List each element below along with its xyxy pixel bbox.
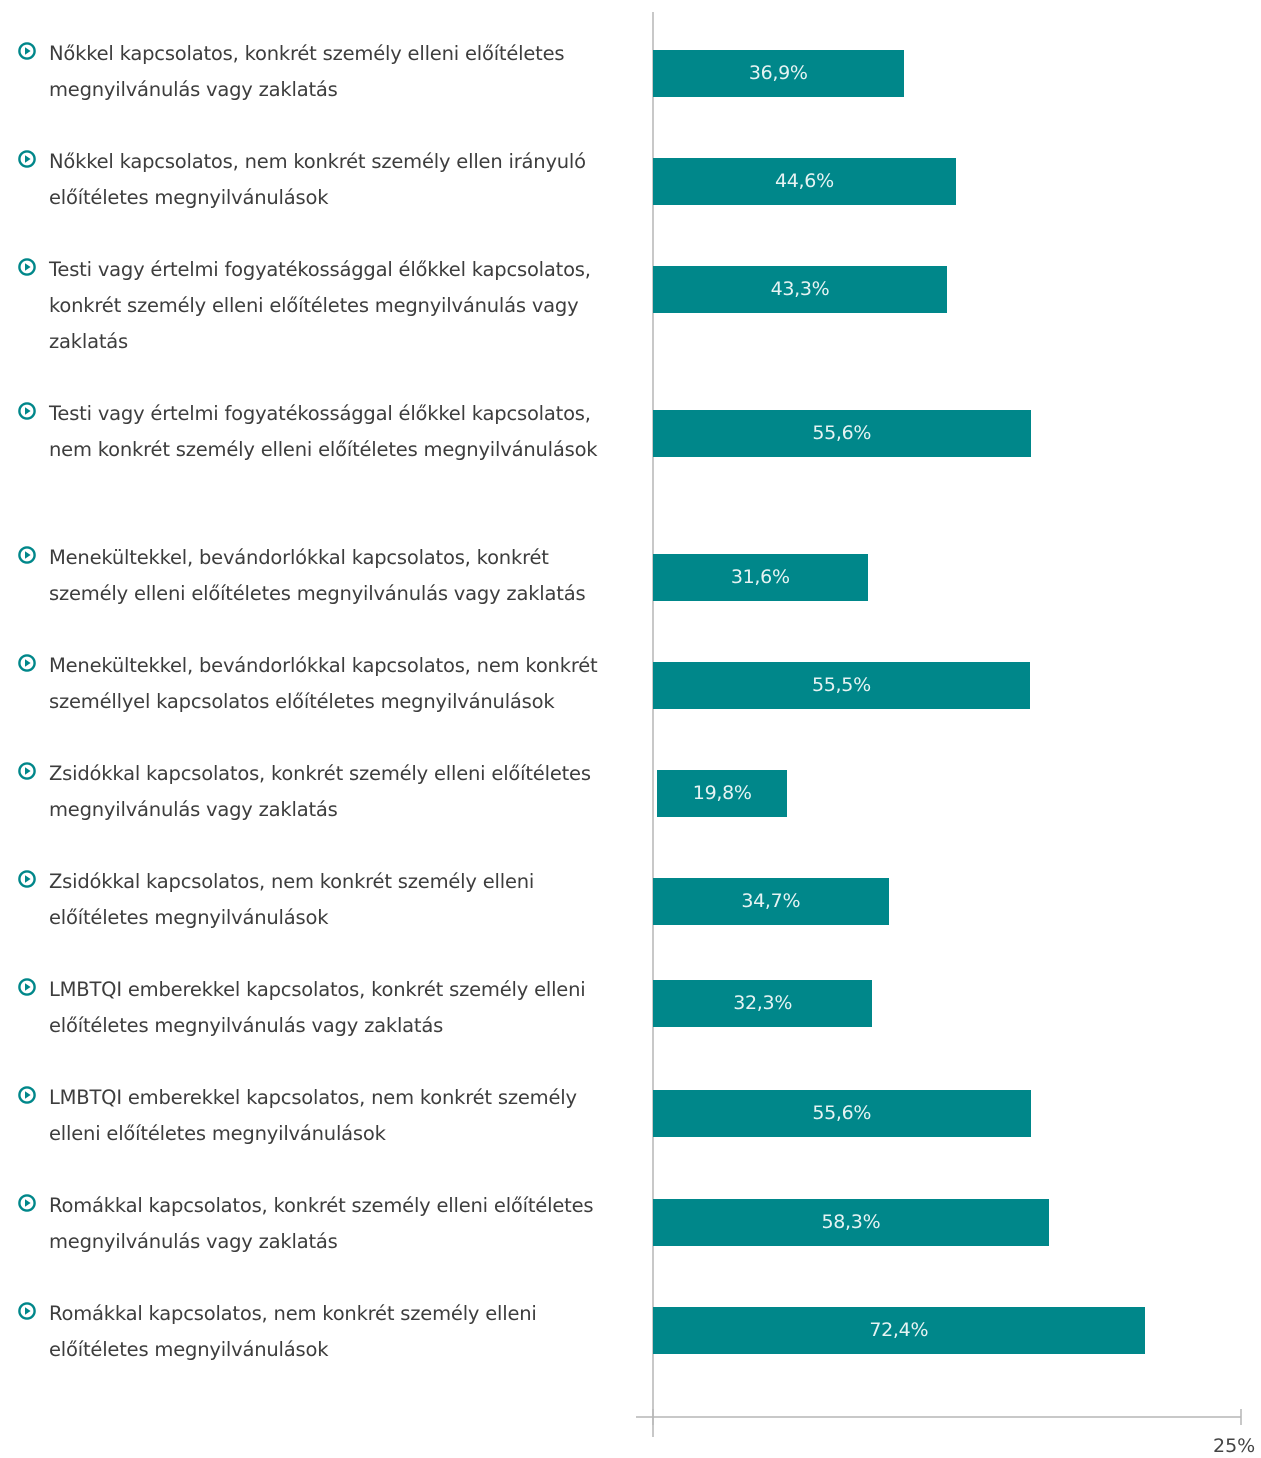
bar-value-label: 43,3% — [770, 278, 830, 300]
category-label-text: Testi vagy értelmi fogyatékossággal élők… — [49, 402, 598, 461]
bar: 72,4% — [653, 1306, 1145, 1354]
category-label-text: LMBTQI emberekkel kapcsolatos, nem konkr… — [49, 1086, 577, 1145]
play-circle-icon — [18, 150, 36, 168]
bar-value-label: 34,7% — [741, 890, 801, 912]
bar-value-label: 58,3% — [821, 1211, 881, 1233]
play-circle-icon — [18, 654, 36, 672]
bar-value-label: 55,6% — [812, 422, 872, 444]
category-label: LMBTQI emberekkel kapcsolatos, konkrét s… — [18, 972, 618, 1044]
category-label: LMBTQI emberekkel kapcsolatos, nem konkr… — [18, 1080, 618, 1152]
play-circle-icon — [18, 546, 36, 564]
category-label: Nőkkel kapcsolatos, konkrét személy elle… — [18, 36, 618, 108]
bar-value-label: 72,4% — [869, 1319, 929, 1341]
bar-value-label: 44,6% — [774, 170, 834, 192]
bar-value-label: 36,9% — [748, 62, 808, 84]
category-label-text: Nőkkel kapcsolatos, konkrét személy elle… — [49, 42, 565, 101]
category-label-text: Testi vagy értelmi fogyatékossággal élők… — [49, 258, 591, 353]
category-label: Menekültekkel, bevándorlókkal kapcsolato… — [18, 648, 618, 720]
category-label-text: LMBTQI emberekkel kapcsolatos, konkrét s… — [49, 978, 586, 1037]
category-label-text: Menekültekkel, bevándorlókkal kapcsolato… — [49, 654, 598, 713]
bar: 31,6% — [653, 553, 868, 601]
category-label-text: Romákkal kapcsolatos, konkrét személy el… — [49, 1194, 594, 1253]
bar: 55,6% — [653, 1089, 1031, 1137]
bar: 32,3% — [653, 979, 873, 1027]
bar-value-label: 31,6% — [730, 566, 790, 588]
play-circle-icon — [18, 1086, 36, 1104]
category-label: Menekültekkel, bevándorlókkal kapcsolato… — [18, 540, 618, 612]
bar: 36,9% — [653, 49, 904, 97]
bar: 44,6% — [653, 157, 956, 205]
bar: 55,5% — [653, 661, 1030, 709]
bar-value-label: 55,5% — [811, 674, 871, 696]
category-label: Romákkal kapcsolatos, nem konkrét személ… — [18, 1296, 618, 1368]
bar: 34,7% — [653, 877, 889, 925]
play-circle-icon — [18, 870, 36, 888]
play-circle-icon — [18, 762, 36, 780]
bar-value-label: 55,6% — [812, 1102, 872, 1124]
x-tick-label: 25% — [1213, 1435, 1256, 1457]
play-circle-icon — [18, 978, 36, 996]
category-label: Nőkkel kapcsolatos, nem konkrét személy … — [18, 144, 618, 216]
category-label-text: Romákkal kapcsolatos, nem konkrét személ… — [49, 1302, 537, 1361]
play-circle-icon — [18, 258, 36, 276]
play-circle-icon — [18, 42, 36, 60]
bar-value-label: 19,8% — [692, 782, 752, 804]
bar-value-label: 32,3% — [733, 992, 793, 1014]
category-label-text: Zsidókkal kapcsolatos, konkrét személy e… — [49, 762, 591, 821]
category-label: Zsidókkal kapcsolatos, nem konkrét szemé… — [18, 864, 618, 936]
category-label-text: Nőkkel kapcsolatos, nem konkrét személy … — [49, 150, 586, 209]
category-label: Testi vagy értelmi fogyatékossággal élők… — [18, 252, 618, 360]
bar: 58,3% — [653, 1198, 1049, 1246]
category-label: Zsidókkal kapcsolatos, konkrét személy e… — [18, 756, 618, 828]
category-label-text: Zsidókkal kapcsolatos, nem konkrét szemé… — [49, 870, 535, 929]
play-circle-icon — [18, 402, 36, 420]
bar: 55,6% — [653, 409, 1031, 457]
play-circle-icon — [18, 1194, 36, 1212]
category-label-text: Menekültekkel, bevándorlókkal kapcsolato… — [49, 546, 586, 605]
bar: 19,8% — [657, 769, 788, 817]
bar: 43,3% — [653, 265, 947, 313]
play-circle-icon — [18, 1302, 36, 1320]
category-label: Testi vagy értelmi fogyatékossággal élők… — [18, 396, 618, 468]
category-label: Romákkal kapcsolatos, konkrét személy el… — [18, 1188, 618, 1260]
